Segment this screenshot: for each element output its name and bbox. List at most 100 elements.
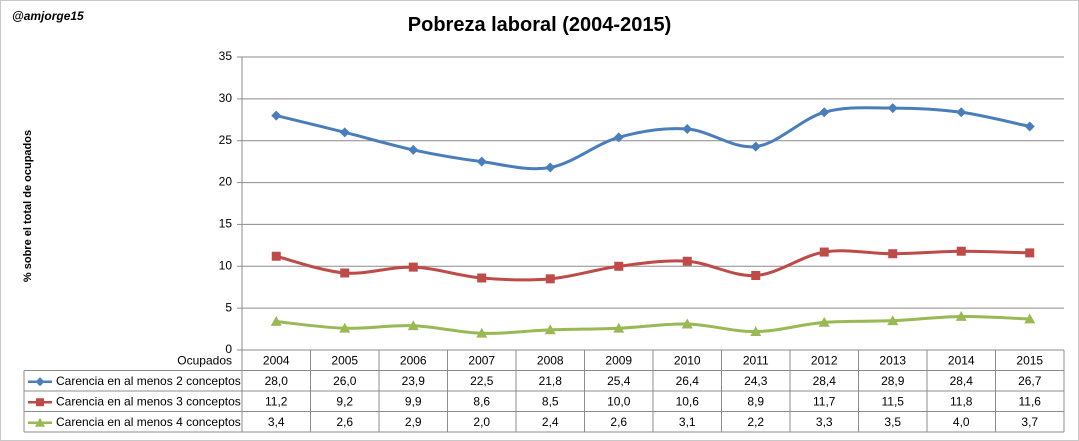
author-handle: @amjorge15 bbox=[12, 9, 84, 23]
data-point bbox=[339, 322, 351, 333]
data-point bbox=[613, 322, 625, 333]
x-tick-label: 2009 bbox=[605, 353, 632, 367]
x-tick-label: 2011 bbox=[743, 353, 769, 367]
x-tick-label: 2015 bbox=[1016, 353, 1043, 367]
data-label: 3,7 bbox=[1021, 415, 1038, 429]
series-line bbox=[275, 249, 1030, 282]
x-tick-label: 2004 bbox=[263, 353, 290, 367]
data-label: 3,1 bbox=[679, 415, 696, 429]
legend-label: Carencia en al menos 4 conceptos bbox=[56, 415, 241, 429]
data-point bbox=[545, 162, 556, 173]
y-tick-label: 30 bbox=[219, 91, 233, 105]
data-label: 28,4 bbox=[950, 374, 974, 388]
y-tick-label: 0 bbox=[225, 342, 232, 356]
data-label: 10,0 bbox=[607, 394, 631, 408]
data-point bbox=[750, 326, 762, 336]
y-tick-label: 10 bbox=[219, 258, 233, 272]
data-point bbox=[1025, 248, 1035, 258]
data-point bbox=[750, 141, 761, 152]
data-label: 2,6 bbox=[610, 415, 627, 429]
data-point bbox=[271, 110, 282, 121]
legend-marker bbox=[36, 398, 44, 407]
data-label: 8,9 bbox=[747, 394, 764, 408]
data-point bbox=[339, 127, 350, 138]
data-point bbox=[271, 251, 281, 261]
data-point bbox=[408, 144, 419, 155]
x-tick-label: 2014 bbox=[948, 353, 975, 367]
chart-title: Pobreza laboral (2004-2015) bbox=[407, 14, 672, 36]
data-point bbox=[887, 315, 899, 326]
x-tick-label: 2010 bbox=[674, 353, 701, 367]
data-point bbox=[1024, 121, 1035, 132]
y-tick-label: 35 bbox=[219, 49, 233, 63]
data-label: 2,6 bbox=[336, 415, 353, 429]
data-label: 4,0 bbox=[953, 415, 970, 429]
data-label: 28,9 bbox=[881, 374, 905, 388]
data-point bbox=[819, 247, 829, 257]
data-label: 2,4 bbox=[542, 415, 559, 429]
data-label: 11,8 bbox=[950, 394, 973, 408]
data-point bbox=[477, 273, 487, 283]
data-label: 3,5 bbox=[884, 415, 901, 429]
data-point bbox=[681, 318, 693, 329]
table-header-label: Ocupados bbox=[177, 353, 232, 367]
data-label: 3,4 bbox=[268, 415, 285, 429]
data-label: 26,0 bbox=[333, 374, 357, 388]
x-tick-label: 2012 bbox=[811, 353, 838, 367]
data-label: 8,5 bbox=[542, 394, 559, 408]
data-point bbox=[751, 270, 761, 280]
data-point bbox=[956, 107, 967, 118]
y-tick-label: 20 bbox=[219, 175, 233, 189]
data-point bbox=[682, 123, 693, 134]
data-point bbox=[408, 262, 418, 272]
data-label: 11,5 bbox=[882, 394, 905, 408]
data-point bbox=[955, 311, 967, 321]
data-label: 8,6 bbox=[473, 394, 490, 408]
data-label: 22,5 bbox=[470, 374, 494, 388]
data-point bbox=[476, 156, 487, 167]
y-tick-label: 5 bbox=[225, 300, 232, 314]
data-point bbox=[545, 274, 555, 284]
data-point bbox=[614, 261, 624, 271]
x-tick-label: 2006 bbox=[400, 353, 427, 367]
data-point bbox=[407, 320, 419, 331]
legend-label: Carencia en al menos 2 conceptos bbox=[56, 374, 241, 388]
data-label: 9,2 bbox=[336, 394, 353, 408]
data-label: 28,4 bbox=[813, 374, 837, 388]
data-point bbox=[956, 246, 966, 256]
x-tick-label: 2008 bbox=[537, 353, 564, 367]
data-point bbox=[270, 316, 282, 326]
data-label: 25,4 bbox=[607, 374, 631, 388]
data-label: 2,2 bbox=[747, 415, 764, 429]
y-tick-label: 15 bbox=[219, 217, 233, 231]
data-point bbox=[888, 249, 898, 259]
data-label: 9,9 bbox=[405, 394, 422, 408]
legend-label: Carencia en al menos 3 conceptos bbox=[56, 394, 241, 408]
data-label: 3,3 bbox=[816, 415, 833, 429]
data-label: 11,2 bbox=[265, 394, 288, 408]
data-label: 21,8 bbox=[539, 374, 563, 388]
data-point bbox=[819, 107, 830, 118]
data-label: 10,6 bbox=[676, 394, 700, 408]
data-label: 11,7 bbox=[813, 394, 836, 408]
data-point bbox=[682, 256, 692, 266]
data-point bbox=[818, 316, 830, 327]
data-point bbox=[340, 268, 350, 278]
data-point bbox=[613, 132, 624, 143]
y-tick-label: 25 bbox=[219, 133, 233, 147]
data-label: 24,3 bbox=[744, 374, 768, 388]
data-point bbox=[1024, 313, 1036, 324]
data-label: 28,0 bbox=[265, 374, 289, 388]
x-tick-label: 2007 bbox=[468, 353, 495, 367]
data-label: 26,4 bbox=[676, 374, 700, 388]
x-tick-label: 2013 bbox=[879, 353, 906, 367]
legend-marker bbox=[35, 417, 45, 427]
data-label: 23,9 bbox=[402, 374, 426, 388]
x-tick-label: 2005 bbox=[331, 353, 358, 367]
data-point bbox=[476, 327, 488, 338]
data-label: 2,9 bbox=[405, 415, 422, 429]
series-line bbox=[276, 315, 1030, 335]
data-point bbox=[887, 103, 898, 114]
legend-marker bbox=[35, 377, 45, 387]
series-line bbox=[275, 106, 1031, 171]
